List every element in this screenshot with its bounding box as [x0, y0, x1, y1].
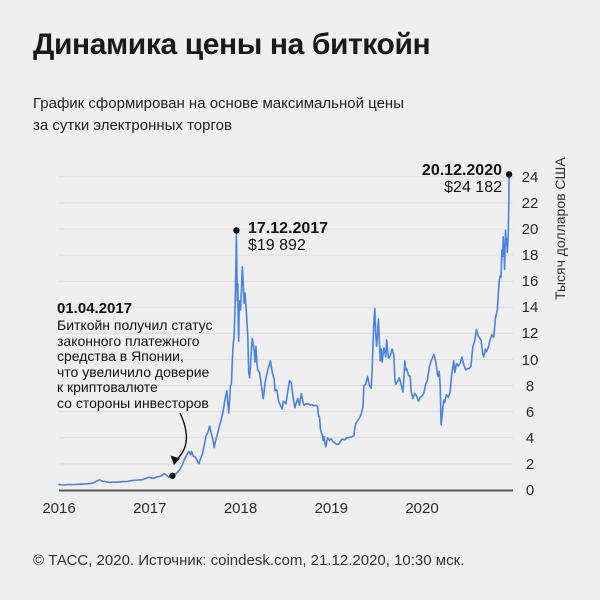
y-tick-16: 16: [521, 273, 539, 291]
annotation-japan-line-1: Биткойн получил статус: [57, 317, 213, 333]
annotation-peak-2017: 17.12.2017 $19 892: [248, 220, 328, 254]
chart-subtitle: График сформирован на основе максимально…: [33, 93, 404, 137]
y-tick-10: 10: [521, 351, 539, 369]
source-credit: © ТАСС, 2020. Источник: coindesk.com, 21…: [33, 552, 465, 569]
x-tick-2017: 2017: [133, 500, 167, 517]
annotation-japan-line-3: средства в Японии,: [57, 348, 184, 364]
callout-arrowhead-icon: [170, 455, 180, 465]
annotation-japan-line-4: что увеличило доверие: [57, 363, 210, 380]
annotation-japan-line-6: со стороны инвесторов: [57, 394, 209, 411]
y-axis-title: Тысяч долларов США: [552, 157, 568, 300]
x-tick-2019: 2019: [314, 500, 348, 517]
annotation-peak-2017-date: 17.12.2017: [248, 220, 329, 237]
x-tick-2016: 2016: [42, 500, 76, 517]
subtitle-line-1: График сформирован на основе максимально…: [33, 95, 404, 112]
y-tick-2: 2: [525, 455, 535, 473]
annotation-japan-line-5: к криптовалюте: [57, 379, 158, 395]
btc-price-line: [58, 173, 510, 486]
annotation-peak-2020-date: 20.12.2020: [421, 162, 502, 179]
y-tick-20: 20: [521, 221, 539, 238]
y-tick-22: 22: [521, 194, 539, 212]
y-tick-12: 12: [521, 325, 539, 343]
y-tick-4: 4: [525, 429, 535, 447]
marker-dot-peak2020: [505, 171, 513, 178]
x-tick-2020: 2020: [405, 500, 439, 517]
y-tick-0: 0: [525, 482, 535, 499]
page-title: Динамика цены на биткойн: [33, 28, 431, 61]
annotation-japan-date: 01.04.2017: [57, 300, 133, 317]
annotation-peak-2020-price: $24 182: [444, 179, 502, 196]
marker-dot-peak2017: [233, 227, 240, 234]
y-tick-14: 14: [521, 299, 539, 317]
y-tick-18: 18: [521, 247, 539, 265]
marker-dot-japan: [169, 472, 176, 479]
annotation-peak-2020: 20.12.2020 $24 182: [370, 162, 502, 196]
y-tick-6: 6: [525, 403, 535, 421]
annotation-japan-line-2: законного платежного: [57, 332, 200, 349]
annotation-peak-2017-price: $19 892: [248, 237, 306, 254]
y-tick-8: 8: [525, 377, 535, 395]
subtitle-line-2: за сутки электронных торгов: [33, 117, 232, 134]
annotation-japan: 01.04.2017 Биткойн получил статус законн…: [57, 300, 247, 411]
callout-arrow: [176, 412, 188, 460]
x-tick-2018: 2018: [223, 500, 258, 517]
y-tick-24: 24: [521, 168, 539, 186]
